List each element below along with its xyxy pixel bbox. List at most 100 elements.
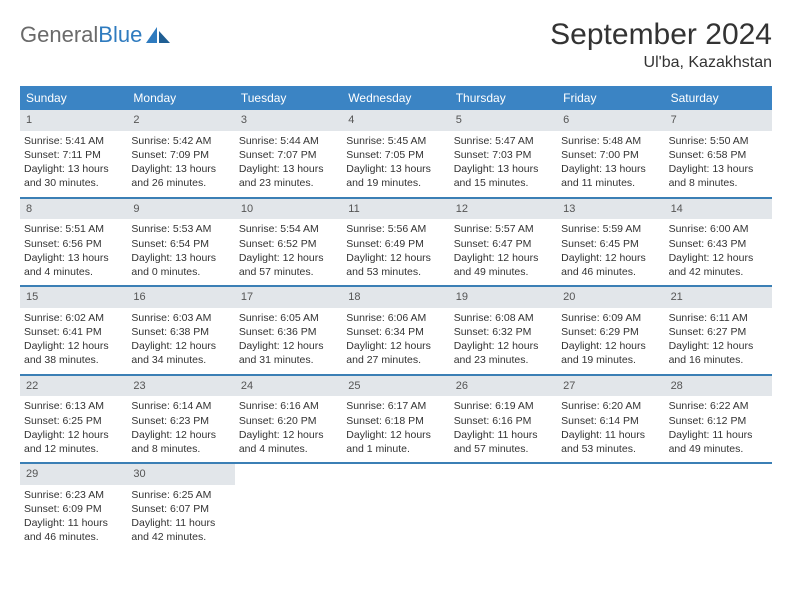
daylight-text: Daylight: 13 hours — [561, 162, 660, 176]
day-cell: 5Sunrise: 5:47 AMSunset: 7:03 PMDaylight… — [450, 110, 557, 197]
sunset-text: Sunset: 6:16 PM — [454, 414, 553, 428]
day-cell — [665, 464, 772, 551]
sunset-text: Sunset: 6:58 PM — [669, 148, 768, 162]
day-number: 14 — [665, 199, 772, 220]
day-number: 6 — [557, 110, 664, 131]
sunrise-text: Sunrise: 6:20 AM — [561, 399, 660, 413]
sunset-text: Sunset: 6:56 PM — [24, 237, 123, 251]
day-number: 20 — [557, 287, 664, 308]
sunset-text: Sunset: 6:54 PM — [131, 237, 230, 251]
day-cell: 13Sunrise: 5:59 AMSunset: 6:45 PMDayligh… — [557, 199, 664, 286]
day-cell: 11Sunrise: 5:56 AMSunset: 6:49 PMDayligh… — [342, 199, 449, 286]
sunrise-text: Sunrise: 6:16 AM — [239, 399, 338, 413]
sunset-text: Sunset: 6:47 PM — [454, 237, 553, 251]
daylight-text: Daylight: 11 hours — [669, 428, 768, 442]
sunrise-text: Sunrise: 6:02 AM — [24, 311, 123, 325]
daylight-text: and 42 minutes. — [131, 530, 230, 544]
weekday-header: Sunday — [20, 86, 127, 110]
day-cell: 10Sunrise: 5:54 AMSunset: 6:52 PMDayligh… — [235, 199, 342, 286]
daylight-text: and 46 minutes. — [561, 265, 660, 279]
day-number: 25 — [342, 376, 449, 397]
sunrise-text: Sunrise: 6:00 AM — [669, 222, 768, 236]
daylight-text: Daylight: 11 hours — [131, 516, 230, 530]
day-number: 18 — [342, 287, 449, 308]
daylight-text: Daylight: 12 hours — [346, 339, 445, 353]
daylight-text: and 11 minutes. — [561, 176, 660, 190]
daylight-text: and 1 minute. — [346, 442, 445, 456]
day-cell: 23Sunrise: 6:14 AMSunset: 6:23 PMDayligh… — [127, 376, 234, 463]
sunrise-text: Sunrise: 6:11 AM — [669, 311, 768, 325]
day-number: 24 — [235, 376, 342, 397]
daylight-text: and 19 minutes. — [561, 353, 660, 367]
day-number: 4 — [342, 110, 449, 131]
daylight-text: and 8 minutes. — [669, 176, 768, 190]
day-cell: 4Sunrise: 5:45 AMSunset: 7:05 PMDaylight… — [342, 110, 449, 197]
logo-text-general: General — [20, 22, 98, 48]
daylight-text: and 46 minutes. — [24, 530, 123, 544]
sunrise-text: Sunrise: 6:22 AM — [669, 399, 768, 413]
daylight-text: Daylight: 13 hours — [131, 162, 230, 176]
day-number: 19 — [450, 287, 557, 308]
day-cell: 8Sunrise: 5:51 AMSunset: 6:56 PMDaylight… — [20, 199, 127, 286]
daylight-text: Daylight: 13 hours — [239, 162, 338, 176]
day-number: 30 — [127, 464, 234, 485]
daylight-text: Daylight: 12 hours — [239, 251, 338, 265]
sunset-text: Sunset: 6:43 PM — [669, 237, 768, 251]
sunrise-text: Sunrise: 6:13 AM — [24, 399, 123, 413]
day-cell — [235, 464, 342, 551]
sunset-text: Sunset: 6:38 PM — [131, 325, 230, 339]
sunrise-text: Sunrise: 5:57 AM — [454, 222, 553, 236]
daylight-text: and 49 minutes. — [669, 442, 768, 456]
daylight-text: Daylight: 13 hours — [346, 162, 445, 176]
daylight-text: and 53 minutes. — [346, 265, 445, 279]
day-cell: 29Sunrise: 6:23 AMSunset: 6:09 PMDayligh… — [20, 464, 127, 551]
daylight-text: and 34 minutes. — [131, 353, 230, 367]
week-row: 1Sunrise: 5:41 AMSunset: 7:11 PMDaylight… — [20, 110, 772, 199]
sunset-text: Sunset: 7:11 PM — [24, 148, 123, 162]
day-number: 22 — [20, 376, 127, 397]
title-block: September 2024 Ul'ba, Kazakhstan — [550, 18, 772, 72]
day-cell: 30Sunrise: 6:25 AMSunset: 6:07 PMDayligh… — [127, 464, 234, 551]
daylight-text: and 38 minutes. — [24, 353, 123, 367]
sunrise-text: Sunrise: 5:45 AM — [346, 134, 445, 148]
daylight-text: Daylight: 12 hours — [346, 251, 445, 265]
day-number: 21 — [665, 287, 772, 308]
month-title: September 2024 — [550, 18, 772, 52]
day-cell: 9Sunrise: 5:53 AMSunset: 6:54 PMDaylight… — [127, 199, 234, 286]
daylight-text: Daylight: 12 hours — [24, 428, 123, 442]
sunset-text: Sunset: 6:32 PM — [454, 325, 553, 339]
daylight-text: Daylight: 12 hours — [131, 339, 230, 353]
location-label: Ul'ba, Kazakhstan — [550, 54, 772, 72]
sunset-text: Sunset: 6:41 PM — [24, 325, 123, 339]
day-cell — [342, 464, 449, 551]
day-number: 29 — [20, 464, 127, 485]
sunrise-text: Sunrise: 6:08 AM — [454, 311, 553, 325]
day-cell: 24Sunrise: 6:16 AMSunset: 6:20 PMDayligh… — [235, 376, 342, 463]
sunset-text: Sunset: 6:18 PM — [346, 414, 445, 428]
day-number: 26 — [450, 376, 557, 397]
day-cell: 2Sunrise: 5:42 AMSunset: 7:09 PMDaylight… — [127, 110, 234, 197]
daylight-text: and 4 minutes. — [239, 442, 338, 456]
daylight-text: Daylight: 13 hours — [131, 251, 230, 265]
week-row: 15Sunrise: 6:02 AMSunset: 6:41 PMDayligh… — [20, 287, 772, 376]
daylight-text: Daylight: 12 hours — [239, 339, 338, 353]
sunset-text: Sunset: 6:14 PM — [561, 414, 660, 428]
daylight-text: Daylight: 13 hours — [24, 251, 123, 265]
sunrise-text: Sunrise: 6:25 AM — [131, 488, 230, 502]
daylight-text: and 57 minutes. — [239, 265, 338, 279]
daylight-text: Daylight: 13 hours — [24, 162, 123, 176]
day-number: 23 — [127, 376, 234, 397]
weekday-header: Thursday — [450, 86, 557, 110]
daylight-text: and 53 minutes. — [561, 442, 660, 456]
day-cell: 12Sunrise: 5:57 AMSunset: 6:47 PMDayligh… — [450, 199, 557, 286]
daylight-text: Daylight: 12 hours — [669, 251, 768, 265]
daylight-text: Daylight: 12 hours — [24, 339, 123, 353]
sunset-text: Sunset: 6:29 PM — [561, 325, 660, 339]
logo: GeneralBlue — [20, 18, 172, 48]
day-cell: 28Sunrise: 6:22 AMSunset: 6:12 PMDayligh… — [665, 376, 772, 463]
daylight-text: and 12 minutes. — [24, 442, 123, 456]
day-number: 3 — [235, 110, 342, 131]
day-cell: 17Sunrise: 6:05 AMSunset: 6:36 PMDayligh… — [235, 287, 342, 374]
day-cell — [450, 464, 557, 551]
daylight-text: Daylight: 12 hours — [454, 339, 553, 353]
